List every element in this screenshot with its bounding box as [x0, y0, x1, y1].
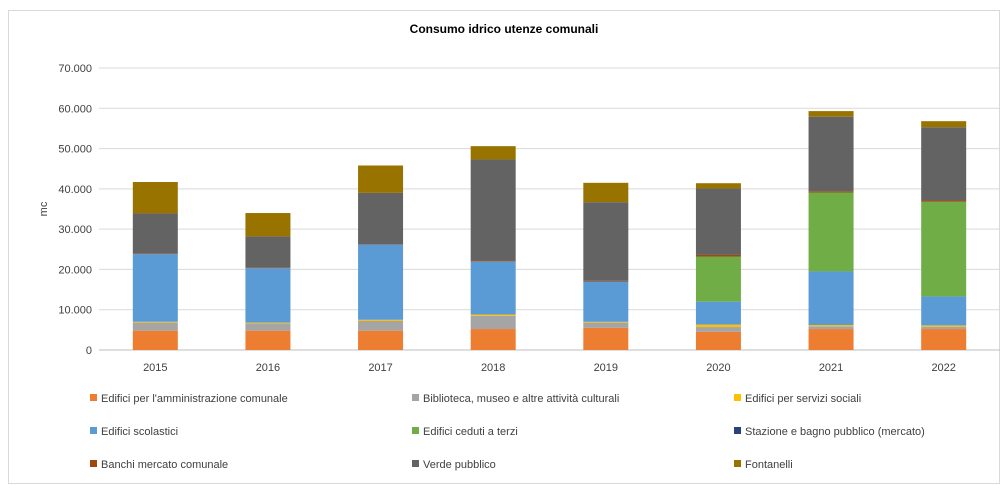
legend-swatch: [90, 427, 97, 434]
bar-segment: [245, 268, 291, 323]
bar-segment: [245, 213, 291, 237]
bar-segment: [808, 326, 854, 330]
bar-segment: [695, 256, 741, 302]
y-tick-label: 30.000: [58, 224, 92, 236]
bar-segment: [245, 322, 291, 324]
legend-label: Fontanelli: [745, 459, 793, 471]
bar-segment: [583, 202, 629, 281]
bar-segment: [132, 182, 178, 214]
bar-segment: [358, 320, 404, 331]
bar-segment: [921, 325, 967, 327]
y-tick-labels: 0 10.000 20.000 30.000 40.000 50.000 60.000 70.…: [58, 63, 92, 357]
bar-segment: [695, 324, 741, 328]
legend-label: Biblioteca, museo e altre attività cultu…: [423, 393, 619, 405]
bar-segment: [921, 201, 967, 297]
bar-segment: [808, 111, 854, 117]
bar-segment: [583, 281, 629, 322]
legend-swatch: [90, 394, 97, 401]
bar-segment: [470, 329, 516, 350]
bar-segment: [132, 330, 178, 350]
bar-segment: [132, 213, 178, 254]
x-tick-label: 2021: [819, 362, 843, 374]
bar-segment: [808, 271, 854, 326]
gridlines: [99, 67, 1000, 351]
bar-segment: [921, 127, 967, 201]
bar-segment: [808, 325, 854, 327]
bar-segment: [921, 200, 967, 202]
bar-segment: [695, 327, 741, 332]
legend-label: Edifici per l'amministrazione comunale: [101, 393, 288, 405]
bar-segment: [470, 146, 516, 160]
bar-segment: [695, 331, 741, 350]
legend-swatch: [90, 460, 97, 467]
legend-swatch: [412, 394, 419, 401]
legend-swatch: [412, 460, 419, 467]
x-tick-label: 2019: [594, 362, 618, 374]
bar-segment: [921, 121, 967, 128]
bar-segment: [695, 188, 741, 255]
bar-segment: [470, 260, 516, 262]
bar-segment: [583, 322, 629, 328]
bar-segment: [132, 254, 178, 322]
y-tick-label: 20.000: [58, 264, 92, 276]
legend-swatch: [734, 460, 741, 467]
bar-segment: [583, 280, 629, 282]
x-tick-label: 2022: [931, 362, 955, 374]
bar-segment: [358, 319, 404, 321]
bar-segment: [695, 183, 741, 189]
bar-segment: [695, 254, 741, 257]
x-tick-label: 2020: [706, 362, 730, 374]
legend-label: Edifici scolastici: [101, 426, 178, 438]
y-tick-label: 10.000: [58, 305, 92, 317]
legend-swatch: [734, 427, 741, 434]
bar-segment: [808, 192, 854, 272]
y-tick-label: 60.000: [58, 103, 92, 115]
x-tick-label: 2016: [256, 362, 280, 374]
chart-title: Consumo idrico utenze comunali: [410, 22, 599, 36]
legend-label: Banchi mercato comunale: [101, 459, 228, 471]
bars: [132, 111, 967, 350]
x-tick-label: 2017: [368, 362, 392, 374]
bar-segment: [470, 159, 516, 261]
bar-segment: [358, 330, 404, 350]
bar-segment: [358, 165, 404, 193]
legend-swatch: [412, 427, 419, 434]
bar-segment: [470, 261, 516, 315]
bar-segment: [245, 236, 291, 268]
legend-swatch: [734, 394, 741, 401]
bar-segment: [470, 314, 516, 316]
bar-segment: [358, 192, 404, 245]
x-tick-label: 2015: [143, 362, 167, 374]
bar-segment: [583, 321, 629, 323]
bar-segment: [583, 182, 629, 203]
bar-segment: [808, 116, 854, 192]
legend: Edifici per l'amministrazione comunale Bi…: [90, 393, 925, 471]
bar-segment: [808, 329, 854, 350]
y-tick-label: 70.000: [58, 63, 92, 75]
legend-label: Edifici per servizi sociali: [745, 393, 861, 405]
bar-segment: [921, 296, 967, 326]
bar-segment: [921, 326, 967, 330]
y-tick-label: 40.000: [58, 184, 92, 196]
bar-segment: [358, 244, 404, 320]
bar-segment: [808, 191, 854, 193]
bar-segment: [132, 321, 178, 323]
legend-label: Edifici ceduti a terzi: [423, 426, 518, 438]
x-tick-labels: 2015 2016 2017 2018 2019 2020 2021 2022: [143, 362, 956, 374]
y-tick-label: 50.000: [58, 144, 92, 156]
bar-segment: [245, 323, 291, 331]
bar-segment: [583, 327, 629, 350]
legend-label: Stazione e bagno pubblico (mercato): [745, 426, 925, 438]
bar-segment: [695, 301, 741, 325]
bar-segment: [245, 330, 291, 350]
x-tick-label: 2018: [481, 362, 505, 374]
bar-segment: [132, 322, 178, 331]
bar-segment: [921, 329, 967, 350]
y-tick-label: 0: [86, 345, 92, 357]
y-axis-label: mc: [38, 201, 50, 216]
bar-segment: [470, 315, 516, 330]
legend-label: Verde pubblico: [423, 459, 496, 471]
